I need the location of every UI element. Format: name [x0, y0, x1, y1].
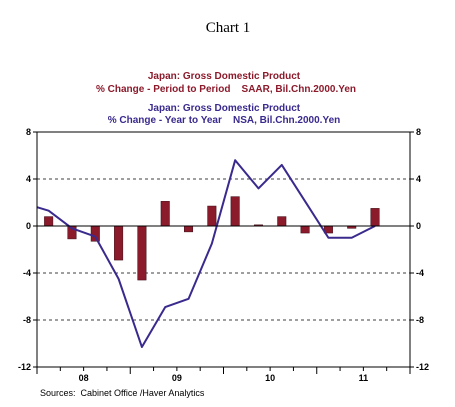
bar	[184, 225, 194, 233]
bar	[207, 205, 217, 227]
bar	[370, 208, 380, 227]
yoy-line	[36, 159, 376, 349]
y-tick-label-right: -4	[416, 268, 424, 278]
bar	[277, 216, 287, 227]
x-tick-label: 08	[79, 373, 89, 383]
bar	[300, 225, 310, 234]
x-tick-label: 11	[359, 373, 369, 383]
y-tick-label-left: 0	[26, 221, 31, 231]
bar	[230, 196, 240, 227]
bar	[44, 216, 54, 227]
plot-frame	[36, 131, 411, 368]
y-tick-label-right: 8	[416, 127, 421, 137]
bar	[90, 225, 100, 242]
axes: -12 -12 -8 -8 -4 -4 0 0 4 4 8 8 08 09 10 11	[18, 127, 429, 383]
y-tick-label-left: -8	[23, 315, 31, 325]
y-tick-label-right: 4	[416, 174, 421, 184]
y-tick-label-left: -12	[18, 362, 31, 372]
x-tick-label: 10	[265, 373, 275, 383]
legend-bar-line1: Japan: Gross Domestic Product	[148, 71, 301, 82]
y-tick-label-left: 4	[26, 174, 31, 184]
grid-lines	[37, 178, 410, 321]
y-tick-label-right: -12	[416, 362, 429, 372]
bar	[114, 225, 124, 261]
bar	[160, 201, 170, 227]
bar	[137, 225, 147, 281]
line-series	[36, 159, 376, 349]
y-tick-label-left: -4	[23, 268, 31, 278]
legend-line-line1: Japan: Gross Domestic Product	[148, 103, 301, 114]
y-tick-label-right: -8	[416, 315, 424, 325]
y-tick-label-left: 8	[26, 127, 31, 137]
y-tick-label-right: 0	[416, 221, 421, 231]
bar-series	[44, 196, 380, 281]
legend-line-line2: % Change - Year to Year NSA, Bil.Chn.200…	[108, 115, 341, 126]
source-note: Sources: Cabinet Office /Haver Analytics	[40, 388, 205, 398]
x-tick-label: 09	[172, 373, 182, 383]
legend-bar-line2: % Change - Period to Period SAAR, Bil.Ch…	[96, 84, 356, 95]
chart-title: Chart 1	[206, 20, 251, 36]
